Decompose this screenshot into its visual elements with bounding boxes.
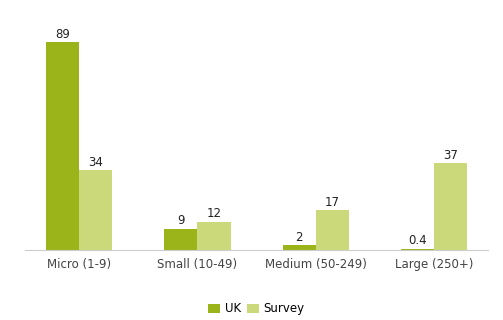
Bar <box>434 163 467 250</box>
Bar <box>164 228 198 250</box>
Text: 12: 12 <box>207 207 221 220</box>
Text: 89: 89 <box>55 28 70 41</box>
Text: 2: 2 <box>295 231 303 244</box>
Bar <box>401 249 434 250</box>
Bar <box>283 245 315 250</box>
Bar <box>198 221 230 250</box>
Text: 0.4: 0.4 <box>408 235 427 247</box>
Text: 37: 37 <box>443 149 458 162</box>
Text: 9: 9 <box>177 214 185 228</box>
Bar <box>315 210 349 250</box>
Bar <box>46 42 79 250</box>
Bar <box>79 170 112 250</box>
Text: 17: 17 <box>324 196 340 209</box>
Text: 34: 34 <box>89 156 103 169</box>
Legend: UK, Survey: UK, Survey <box>204 298 309 320</box>
